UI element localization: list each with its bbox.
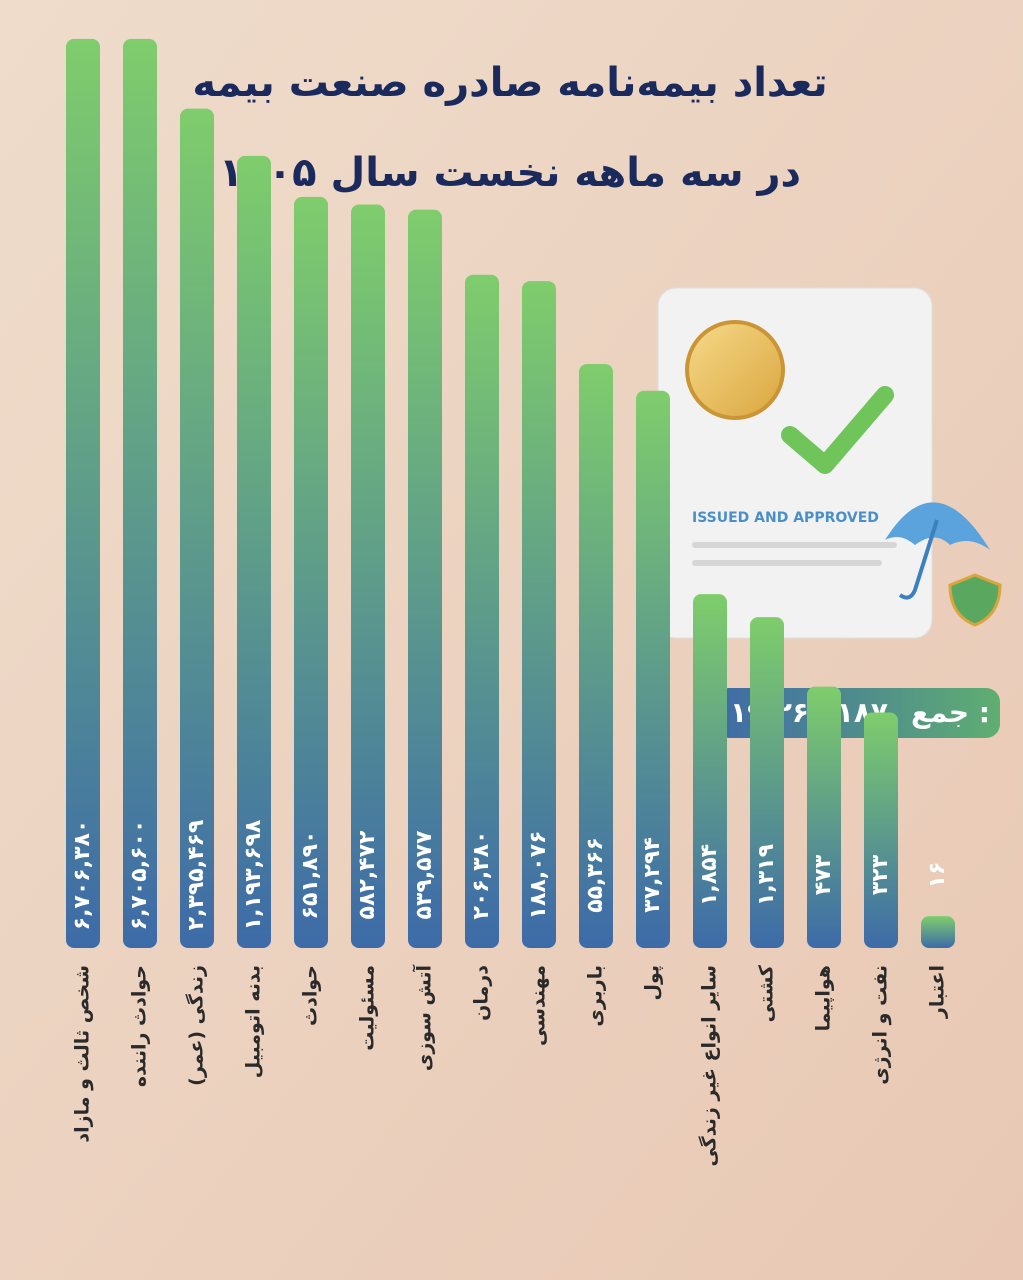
bar — [66, 38, 100, 948]
value-label: ۳۷,۲۹۴ — [640, 837, 665, 913]
bar — [465, 274, 499, 948]
bar — [237, 155, 271, 949]
x-tick-label: درمان — [471, 965, 493, 1021]
bar — [807, 686, 841, 948]
x-tick-label: اعتبار — [927, 965, 949, 1019]
value-label: ۲,۳۹۵,۴۶۹ — [184, 820, 209, 931]
chart-subtitle: در سه ماهه نخست سال ۱۴۰۵ — [219, 150, 801, 196]
value-label: ۳۲۳ — [868, 854, 893, 895]
bar — [864, 712, 898, 948]
value-label: ۵۵,۳۶۶ — [583, 837, 608, 913]
bar — [579, 363, 613, 948]
umbrella — [885, 502, 990, 550]
total-label: جمع : — [911, 696, 990, 729]
value-label: ۱,۱۹۳,۶۹۸ — [241, 819, 266, 930]
value-label: ۱,۸۵۴ — [697, 844, 722, 906]
bar — [294, 196, 328, 948]
x-tick-label: شخص ثالث و مازاد — [72, 965, 94, 1143]
bar — [921, 916, 955, 948]
shield — [948, 573, 1002, 627]
chart-title: تعداد بیمه‌نامه صادره صنعت بیمه — [192, 60, 827, 106]
value-label: ۱,۳۱۹ — [754, 844, 779, 906]
x-tick-label: مهندسی — [528, 965, 550, 1046]
bar — [351, 204, 385, 949]
bar — [750, 617, 784, 948]
bar — [693, 594, 727, 948]
value-label: ۴۷۳ — [811, 854, 836, 895]
bar — [180, 108, 214, 948]
x-tick-label: حوادث راننده — [129, 965, 151, 1087]
value-label: ۶۵۱,۸۹۰ — [298, 831, 323, 920]
x-tick-label: نفت و انرژی — [870, 965, 892, 1085]
x-tick-label: هواپیما — [813, 965, 835, 1031]
illustration: ISSUED AND APPROVED — [657, 287, 1002, 639]
total-box — [715, 688, 1000, 738]
value-label: ۶,۷۰۶,۳۸۰ — [70, 820, 95, 931]
x-tick-label: زندگی (عمر) — [185, 965, 208, 1086]
x-tick-label: سایر انواع غیر زندگی — [698, 965, 721, 1167]
x-tick-label: کشتی — [756, 964, 778, 1022]
coin — [685, 320, 785, 420]
line — [692, 542, 897, 548]
x-tick-label: بدنه اتومبیل — [243, 965, 265, 1078]
check — [781, 386, 894, 474]
value-label: ۶,۷۰۵,۶۰۰ — [127, 820, 152, 931]
value-label: ۱۸۸,۰۷۶ — [526, 831, 551, 920]
x-tick-label: باربری — [585, 965, 607, 1027]
umbrella-handle — [898, 519, 939, 600]
certificate-text: ISSUED AND APPROVED — [692, 510, 879, 526]
value-label: ۱۶ — [925, 862, 950, 889]
x-tick-label: حوادث — [300, 965, 322, 1026]
bar — [636, 390, 670, 949]
x-tick-label: آتش سوزی — [412, 965, 436, 1072]
x-tick-label: مسئولیت — [357, 965, 379, 1051]
bar — [123, 38, 157, 948]
x-tick-label: پول — [642, 965, 664, 1001]
value-label: ۵۸۲,۴۷۲ — [355, 830, 380, 919]
bar — [522, 281, 556, 948]
bar — [408, 209, 442, 948]
line — [692, 560, 882, 566]
value-label: ۵۳۹,۵۷۷ — [412, 830, 437, 919]
value-label: ۲۰۶,۳۸۰ — [469, 831, 494, 920]
